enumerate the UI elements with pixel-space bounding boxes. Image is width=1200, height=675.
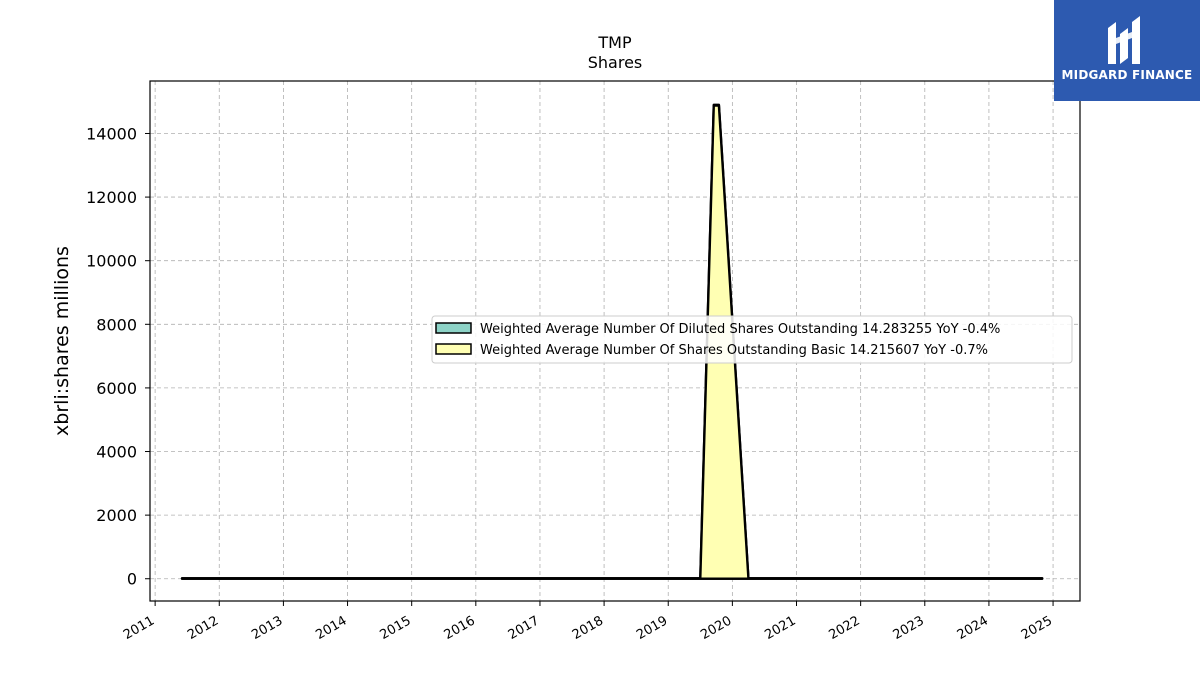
legend-swatch-diluted [435, 322, 472, 334]
legend-box [431, 315, 1073, 364]
legend-label-basic: Weighted Average Number Of Shares Outsta… [480, 343, 988, 358]
y-tick-label: 0 [127, 570, 137, 589]
plot-frame [149, 80, 1081, 602]
y-tick-label: 8000 [96, 315, 137, 334]
series-layer [180, 103, 1044, 580]
series-area-basic [180, 104, 1044, 580]
x-tick-label: 2018 [570, 613, 606, 643]
x-tick-label: 2019 [634, 613, 670, 643]
y-tick-label: 2000 [96, 506, 137, 525]
x-tick-label: 2016 [442, 613, 478, 643]
chart-subtitle: Shares [588, 53, 643, 72]
y-tick-label: 6000 [96, 379, 137, 398]
chart-title: TMP [597, 33, 632, 52]
x-tick-label: 2015 [378, 613, 414, 643]
y-tick-label: 4000 [96, 443, 137, 462]
x-tick-label: 2017 [506, 613, 542, 643]
x-tick-label: 2024 [955, 613, 991, 643]
x-tick-label: 2023 [891, 613, 927, 643]
x-tick-label: 2011 [121, 613, 157, 643]
x-axis: 2011 2012 2013 2014 2015 2016 2017 2018 2019 2020… [121, 601, 1055, 643]
y-axis-label: xbrli:shares millions [51, 246, 73, 436]
x-tick-label: 2020 [698, 613, 734, 643]
legend-label-diluted: Weighted Average Number Of Diluted Share… [480, 322, 1000, 337]
legend: Weighted Average Number Of Diluted Share… [431, 315, 1073, 364]
x-tick-label: 2022 [826, 613, 862, 643]
x-tick-label: 2013 [249, 613, 285, 643]
y-tick-label: 14000 [86, 124, 137, 143]
y-tick-label: 12000 [86, 188, 137, 207]
x-tick-label: 2012 [185, 613, 221, 643]
x-tick-label: 2021 [762, 613, 798, 643]
logo-text: MIDGARD FINANCE [1061, 68, 1193, 82]
x-tick-label: 2014 [313, 613, 349, 643]
y-axis: 0 2000 4000 6000 8000 10000 12000 14000 [86, 124, 150, 589]
x-tick-label: 2025 [1019, 613, 1055, 643]
brand-logo: MIDGARD FINANCE [1054, 0, 1200, 101]
logo-mark-icon [1108, 16, 1140, 64]
legend-swatch-basic [435, 343, 472, 355]
y-tick-label: 10000 [86, 252, 137, 271]
